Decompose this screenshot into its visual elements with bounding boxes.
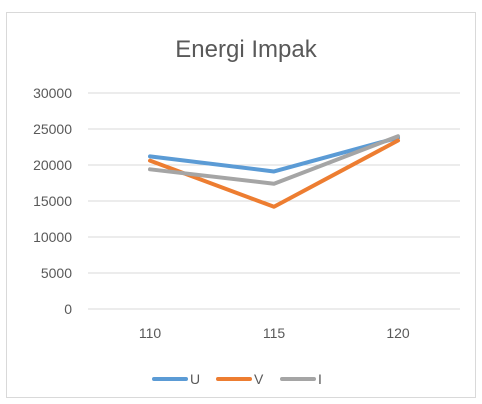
legend-label-u: U [190, 371, 200, 387]
y-tick-label: 5000 [41, 265, 72, 281]
y-tick-label: 30000 [33, 85, 72, 101]
chart-frame [6, 12, 476, 398]
y-tick-label: 20000 [33, 157, 72, 173]
y-tick-label: 0 [64, 301, 72, 317]
y-tick-label: 10000 [33, 229, 72, 245]
series-lines [148, 134, 400, 209]
x-axis-ticks: 110 115 120 [139, 325, 410, 341]
x-tick-label: 110 [139, 325, 162, 341]
x-tick-label: 115 [263, 325, 286, 341]
gridlines [88, 92, 460, 310]
y-tick-label: 15000 [33, 193, 72, 209]
legend-label-v: V [254, 371, 264, 387]
x-tick-label: 120 [386, 325, 410, 341]
series-line-u [148, 135, 400, 174]
y-tick-label: 25000 [33, 121, 72, 137]
chart-title: Energi Impak [175, 36, 317, 63]
legend-label-i: I [318, 371, 322, 387]
y-axis-ticks: 0 5000 10000 15000 20000 25000 30000 [33, 85, 72, 317]
